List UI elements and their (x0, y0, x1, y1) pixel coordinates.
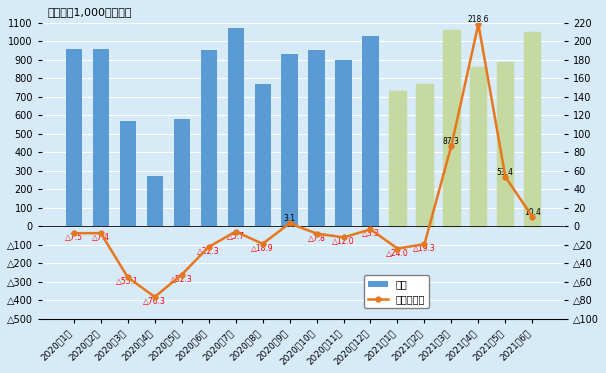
Text: 10.4: 10.4 (524, 208, 541, 217)
Bar (336, 60, 351, 226)
Bar (147, 176, 163, 226)
Bar (470, 67, 487, 226)
Bar (416, 84, 433, 226)
Bar (498, 62, 513, 226)
Legend: 台数, 前年同月比: 台数, 前年同月比 (364, 275, 429, 308)
Bar (524, 32, 541, 226)
Text: △7.8: △7.8 (308, 233, 325, 242)
Bar (227, 28, 244, 226)
Bar (255, 84, 271, 226)
Text: △5.7: △5.7 (227, 232, 245, 241)
Text: △19.3: △19.3 (413, 244, 436, 253)
Bar (201, 50, 217, 226)
Bar (281, 54, 298, 226)
Bar (119, 121, 136, 226)
Bar (390, 91, 405, 226)
Text: △18.9: △18.9 (251, 244, 274, 253)
Text: △22.3: △22.3 (198, 247, 220, 256)
Text: 87.3: 87.3 (443, 137, 460, 145)
Text: △7.5: △7.5 (65, 233, 83, 242)
Text: △76.3: △76.3 (143, 297, 166, 306)
Bar (65, 48, 82, 226)
Text: △24.0: △24.0 (386, 248, 409, 257)
Text: △55.1: △55.1 (116, 277, 139, 286)
Text: △52.3: △52.3 (170, 275, 193, 284)
Text: △7.4: △7.4 (92, 233, 110, 242)
Text: △12.0: △12.0 (332, 237, 355, 247)
Bar (173, 119, 190, 226)
Bar (308, 50, 325, 226)
Text: 218.6: 218.6 (468, 15, 489, 24)
Text: △3.3: △3.3 (362, 229, 379, 238)
Text: 3.1: 3.1 (284, 214, 296, 223)
Bar (362, 36, 379, 226)
Text: 53.4: 53.4 (497, 168, 514, 177)
Bar (93, 48, 109, 226)
Bar (444, 30, 459, 226)
Text: （単位：1,000台、％）: （単位：1,000台、％） (47, 7, 132, 17)
